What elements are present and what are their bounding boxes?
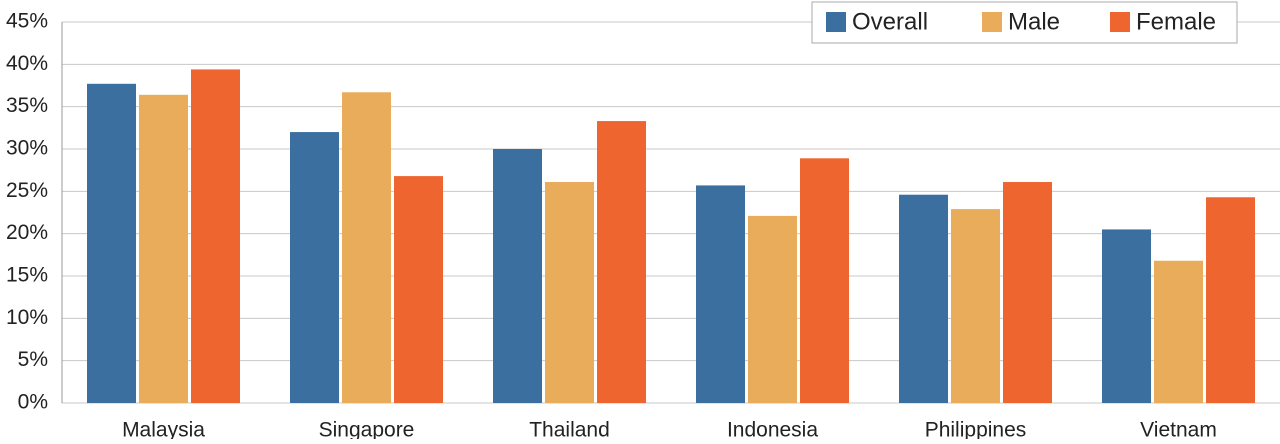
y-tick-label: 25% <box>6 179 48 202</box>
bar <box>493 149 542 403</box>
bar <box>545 182 594 403</box>
bar <box>139 94 188 404</box>
legend-swatch <box>826 12 846 32</box>
bar <box>1003 182 1052 403</box>
bar <box>800 158 849 403</box>
x-tick-label: Malaysia <box>122 419 205 439</box>
legend-swatch <box>982 12 1002 32</box>
x-tick-label: Singapore <box>319 419 415 439</box>
legend-label: Overall <box>852 8 928 35</box>
y-tick-label: 20% <box>6 221 48 244</box>
y-tick-label: 15% <box>6 264 48 287</box>
x-tick-label: Philippines <box>925 419 1027 439</box>
bar <box>342 92 391 404</box>
bar <box>394 176 443 403</box>
bar <box>696 185 745 403</box>
y-tick-label: 40% <box>6 52 48 75</box>
bar <box>951 209 1000 403</box>
x-tick-label: Indonesia <box>727 419 818 439</box>
y-tick-label: 10% <box>6 306 48 329</box>
legend-label: Male <box>1008 8 1060 35</box>
x-tick-label: Vietnam <box>1140 419 1217 439</box>
bar <box>597 121 646 403</box>
bar <box>290 132 339 404</box>
y-tick-label: 35% <box>6 94 48 117</box>
y-tick-label: 5% <box>18 348 48 371</box>
bar <box>1102 229 1151 403</box>
bar <box>899 194 948 403</box>
y-tick-label: 0% <box>18 391 48 414</box>
bar <box>1206 197 1255 403</box>
legend-label: Female <box>1136 8 1216 35</box>
legend-swatch <box>1110 12 1130 32</box>
bar <box>191 69 240 403</box>
y-tick-label: 30% <box>6 137 48 160</box>
bar <box>1154 260 1203 403</box>
bar <box>748 215 797 403</box>
bar <box>87 83 136 403</box>
y-tick-label: 45% <box>6 10 48 33</box>
x-tick-label: Thailand <box>529 419 610 439</box>
legend-box <box>811 1 1238 44</box>
